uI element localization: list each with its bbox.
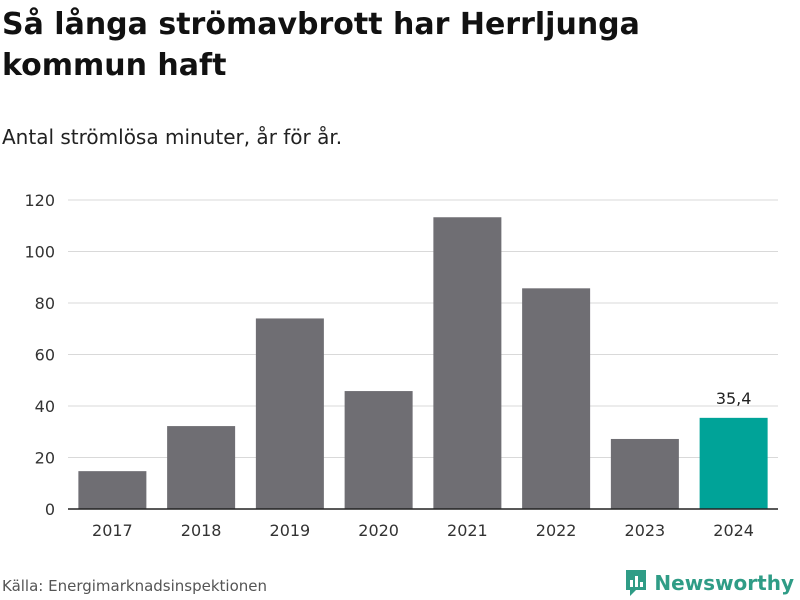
brand-name: Newsworthy: [654, 571, 794, 595]
y-tick-label: 40: [35, 397, 55, 416]
x-tick-label: 2019: [270, 521, 311, 540]
x-tick-label: 2017: [92, 521, 133, 540]
y-tick-label: 0: [45, 500, 55, 519]
chart-title: Så långa strömavbrott har Herrljunga kom…: [2, 7, 640, 83]
bar-2020: [344, 391, 413, 509]
bar-2019: [255, 318, 324, 509]
bar-chart: 0 20 40 60 80 100 120 2017 2018 2019 2020 2021 2022 2…: [24, 191, 778, 540]
x-tick-label: 2018: [181, 521, 222, 540]
y-tick-label: 80: [35, 294, 55, 313]
bar-2022: [522, 288, 591, 509]
bar-2023: [610, 438, 679, 509]
x-tick-label: 2023: [625, 521, 666, 540]
bar-2021: [433, 217, 502, 509]
x-tick-label: 2021: [447, 521, 488, 540]
bar-2018: [167, 426, 236, 509]
bar-2017: [78, 471, 147, 509]
y-tick-label: 60: [35, 346, 55, 365]
x-tick-label: 2024: [713, 521, 754, 540]
y-tick-label: 100: [24, 243, 55, 262]
source-text: Källa: Energimarknadsinspektionen: [2, 577, 268, 595]
x-tick-label: 2022: [536, 521, 577, 540]
y-tick-label: 20: [35, 449, 55, 468]
x-tick-label: 2020: [358, 521, 399, 540]
y-tick-label: 120: [24, 191, 55, 210]
data-label: 35,4: [716, 389, 752, 408]
chart-subtitle: Antal strömlösa minuter, år för år.: [2, 125, 343, 149]
newsworthy-logo-icon: [626, 570, 647, 596]
bar-2024: [699, 417, 768, 509]
brand-logo[interactable]: Newsworthy: [624, 567, 794, 599]
